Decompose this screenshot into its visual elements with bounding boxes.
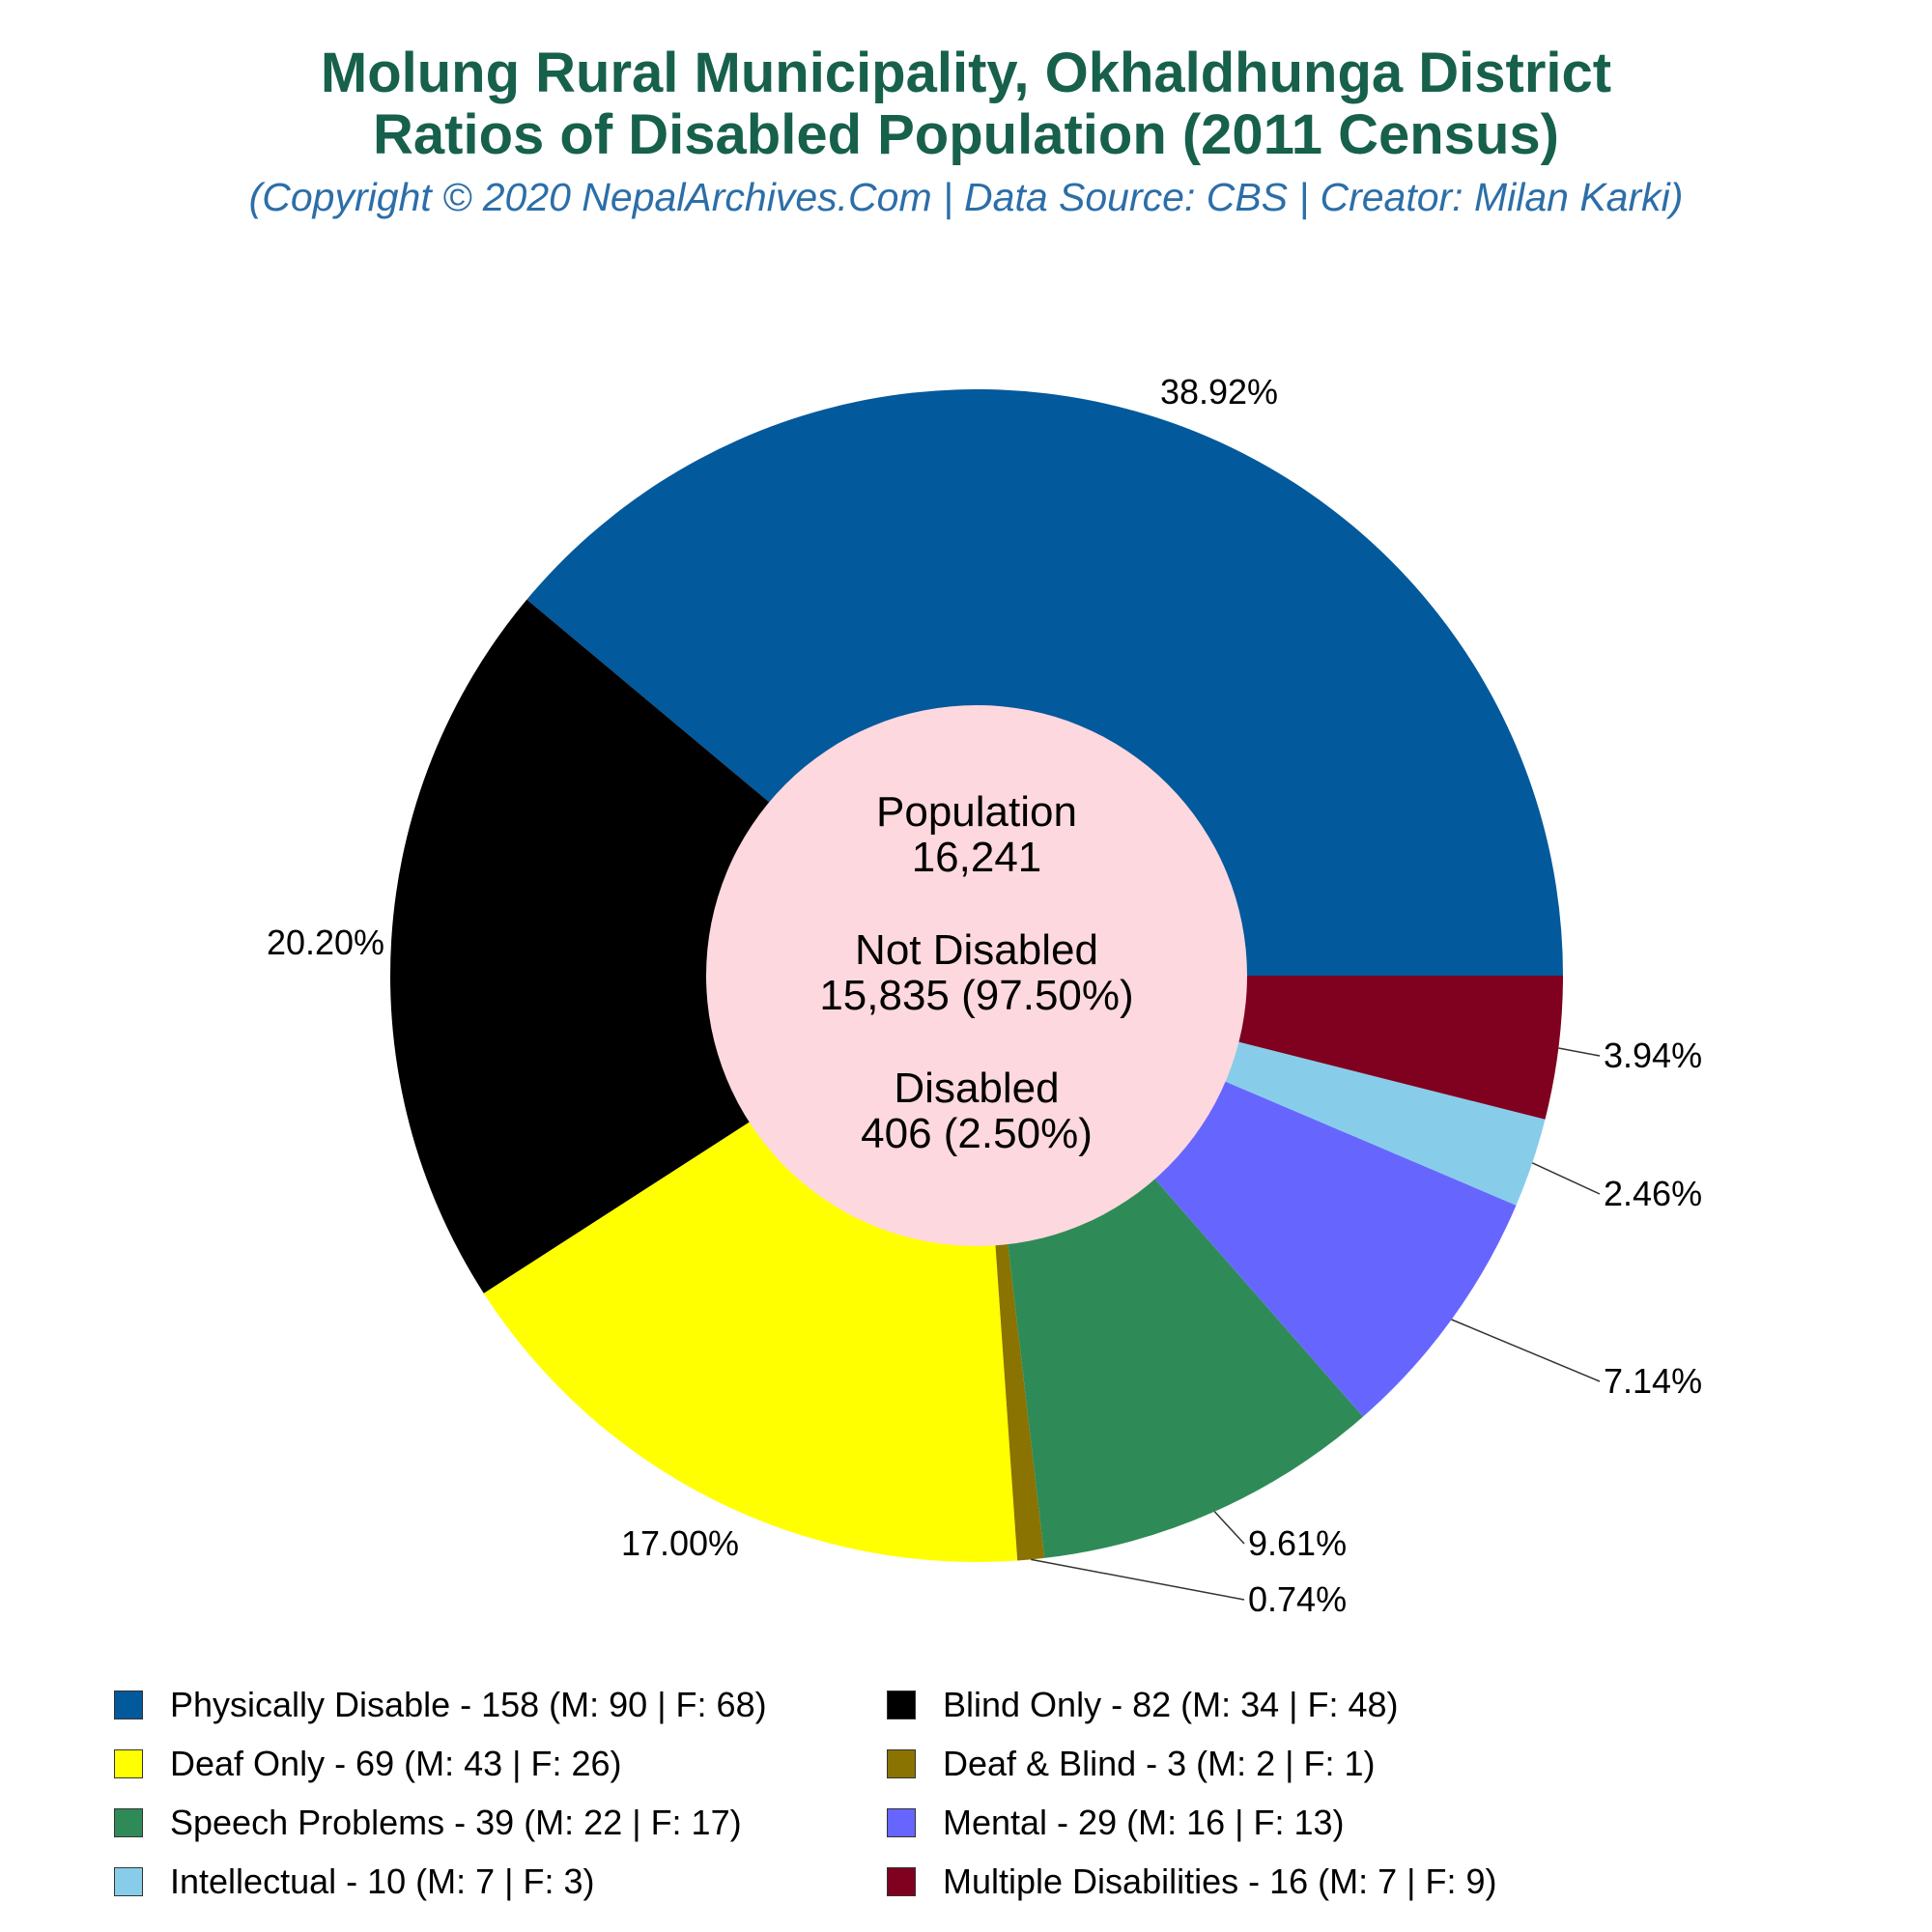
legend-item-deaf-only: Deaf Only - 69 (M: 43 | F: 26) [114, 1735, 622, 1793]
legend-label: Blind Only - 82 (M: 34 | F: 48) [943, 1685, 1399, 1724]
legend-item-speech-problems: Speech Problems - 39 (M: 22 | F: 17) [114, 1794, 742, 1852]
legend-label: Deaf & Blind - 3 (M: 2 | F: 1) [943, 1744, 1376, 1783]
percent-labels: 38.92% 20.20% 17.00% 0.74% 9.61% 7.14% 2.46% 3.… [267, 372, 1702, 1619]
legend-swatch [114, 1690, 143, 1719]
legend-item-blind-only: Blind Only - 82 (M: 34 | F: 48) [887, 1676, 1399, 1734]
legend-swatch [887, 1867, 916, 1896]
percent-label-intellectual: 2.46% [1604, 1174, 1702, 1213]
percent-label-multiple-disabilities: 3.94% [1604, 1036, 1702, 1075]
legend-item-multiple-disabilities: Multiple Disabilities - 16 (M: 7 | F: 9) [887, 1853, 1497, 1911]
center-disabled-label: Disabled [894, 1065, 1059, 1112]
slice-physically-disable [526, 389, 1563, 977]
chart-title-line2: Ratios of Disabled Population (2011 Cens… [373, 103, 1559, 166]
leader-lines [1031, 1047, 1601, 1601]
center-population-value: 16,241 [912, 834, 1042, 881]
center-disabled-value: 406 (2.50%) [861, 1110, 1093, 1157]
legend-label: Intellectual - 10 (M: 7 | F: 3) [170, 1861, 595, 1901]
center-population-label: Population [876, 788, 1077, 836]
percent-label-mental: 7.14% [1604, 1361, 1702, 1401]
leader-line-deaf-and-blind [1031, 1558, 1245, 1601]
donut-chart: 38.92% 20.20% 17.00% 0.74% 9.61% 7.14% 2.46% 3.… [267, 372, 1702, 1619]
legend: Physically Disable - 158 (M: 90 | F: 68)… [114, 1676, 1853, 1927]
legend-label: Physically Disable - 158 (M: 90 | F: 68) [170, 1685, 767, 1724]
leader-line-mental [1451, 1319, 1601, 1382]
legend-label: Multiple Disabilities - 16 (M: 7 | F: 9) [943, 1861, 1497, 1901]
leader-line-multiple-disabilities [1558, 1047, 1601, 1057]
leader-line-intellectual [1531, 1162, 1601, 1195]
percent-label-physically-disable: 38.92% [1160, 372, 1278, 412]
chart-title: Molung Rural Municipality, Okhaldhunga D… [320, 42, 1612, 104]
legend-swatch [114, 1749, 143, 1778]
legend-swatch [887, 1808, 916, 1837]
legend-label: Deaf Only - 69 (M: 43 | F: 26) [170, 1744, 622, 1783]
legend-swatch [887, 1690, 916, 1719]
slice-blind-only [389, 599, 978, 1293]
percent-label-blind-only: 20.20% [267, 923, 384, 962]
legend-label: Mental - 29 (M: 16 | F: 13) [943, 1803, 1345, 1842]
percent-label-deaf-only: 17.00% [621, 1523, 739, 1563]
center-not-disabled-label: Not Disabled [855, 926, 1098, 974]
leader-line-speech-problems [1213, 1511, 1245, 1545]
legend-item-physically-disable: Physically Disable - 158 (M: 90 | F: 68) [114, 1676, 767, 1734]
chart-subtitle: (Copyright © 2020 NepalArchives.Com | Da… [248, 175, 1684, 219]
legend-swatch [887, 1749, 916, 1778]
center-not-disabled-value: 15,835 (97.50%) [819, 972, 1133, 1019]
legend-swatch [114, 1867, 143, 1896]
legend-item-mental: Mental - 29 (M: 16 | F: 13) [887, 1794, 1345, 1852]
legend-item-deaf-and-blind: Deaf & Blind - 3 (M: 2 | F: 1) [887, 1735, 1376, 1793]
legend-swatch [114, 1808, 143, 1837]
legend-item-intellectual: Intellectual - 10 (M: 7 | F: 3) [114, 1853, 595, 1911]
percent-label-deaf-and-blind: 0.74% [1248, 1579, 1347, 1619]
center-circle [706, 705, 1247, 1246]
percent-label-speech-problems: 9.61% [1248, 1523, 1347, 1563]
legend-label: Speech Problems - 39 (M: 22 | F: 17) [170, 1803, 742, 1842]
